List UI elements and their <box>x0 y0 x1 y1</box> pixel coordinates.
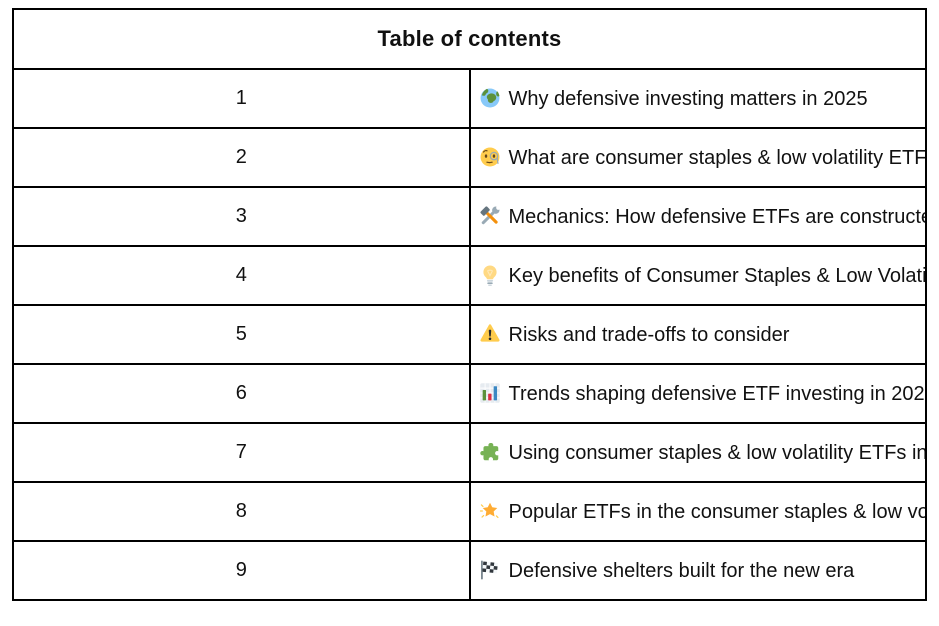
toc-header-row: Table of contents <box>12 8 927 70</box>
toc-row-number: 5 <box>12 304 471 365</box>
toc-entry-label: Using consumer staples & low volatility … <box>508 441 926 464</box>
monocle-face-icon <box>479 146 501 168</box>
toc-entry: What are consumer staples & low volatili… <box>468 127 927 188</box>
glowing-star-icon <box>479 500 501 522</box>
toc-entry: Trends shaping defensive ETF investing i… <box>468 363 927 424</box>
toc-entry: Why defensive investing matters in 2025 <box>468 68 927 129</box>
toc-entry-label: Defensive shelters built for the new era <box>508 559 855 582</box>
toc-entry-label: What are consumer staples & low volatili… <box>508 146 926 169</box>
toc-row: 5 Risks and trade-offs to consider <box>12 304 927 365</box>
toc-row: 6 Trends shaping defensive ETF investing … <box>12 363 927 424</box>
toc-entry-label: Why defensive investing matters in 2025 <box>508 87 868 110</box>
chequered-flag-icon <box>479 559 501 581</box>
toc-row: 7 Using consumer staples & low volatility… <box>12 422 927 483</box>
toc-row: 2 What are consumer staples & low volatil… <box>12 127 927 188</box>
toc-row-number: 7 <box>12 422 471 483</box>
toc-entry-label: Key benefits of Consumer Staples & Low V… <box>508 264 925 287</box>
table-of-contents: Table of contents 1 Why defensive investi… <box>12 8 927 601</box>
toc-entry: Risks and trade-offs to consider <box>468 304 927 365</box>
toc-title: Table of contents <box>12 8 927 70</box>
globe-icon <box>479 87 501 109</box>
toc-row: 3 Mechanics: How defensive ETFs are const… <box>12 186 927 247</box>
toc-row: 1 Why defensive investing matters in 2025 <box>12 68 927 129</box>
toc-entry-label: Trends shaping defensive ETF investing i… <box>508 382 926 405</box>
toc-row-number: 4 <box>12 245 471 306</box>
puzzle-piece-icon <box>479 441 501 463</box>
toc-row: 4 Key benefits of Consumer Staples & Low … <box>12 245 927 306</box>
light-bulb-icon <box>479 264 501 286</box>
toc-entry-label: Popular ETFs in the consumer staples & l… <box>508 500 925 523</box>
toc-entry: Popular ETFs in the consumer staples & l… <box>468 481 927 542</box>
toc-row-number: 3 <box>12 186 471 247</box>
toc-body: 1 Why defensive investing matters in 2025… <box>12 68 927 601</box>
toc-row-number: 2 <box>12 127 471 188</box>
toc-row: 9 Defensive shelters built for the new er… <box>12 540 927 601</box>
toc-row-number: 8 <box>12 481 471 542</box>
toc-row-number: 9 <box>12 540 471 601</box>
toc-row-number: 1 <box>12 68 471 129</box>
bar-chart-icon <box>479 382 501 404</box>
toc-row-number: 6 <box>12 363 471 424</box>
toc-entry: Using consumer staples & low volatility … <box>468 422 927 483</box>
toc-entry: Mechanics: How defensive ETFs are constr… <box>468 186 927 247</box>
toc-row: 8 Popular ETFs in the consumer staples & … <box>12 481 927 542</box>
toc-entry-label: Risks and trade-offs to consider <box>508 323 790 346</box>
toc-entry: Defensive shelters built for the new era <box>468 540 927 601</box>
hammer-wrench-icon <box>479 205 501 227</box>
toc-entry-label: Mechanics: How defensive ETFs are constr… <box>508 205 926 228</box>
toc-entry: Key benefits of Consumer Staples & Low V… <box>468 245 927 306</box>
warning-icon <box>479 323 501 345</box>
